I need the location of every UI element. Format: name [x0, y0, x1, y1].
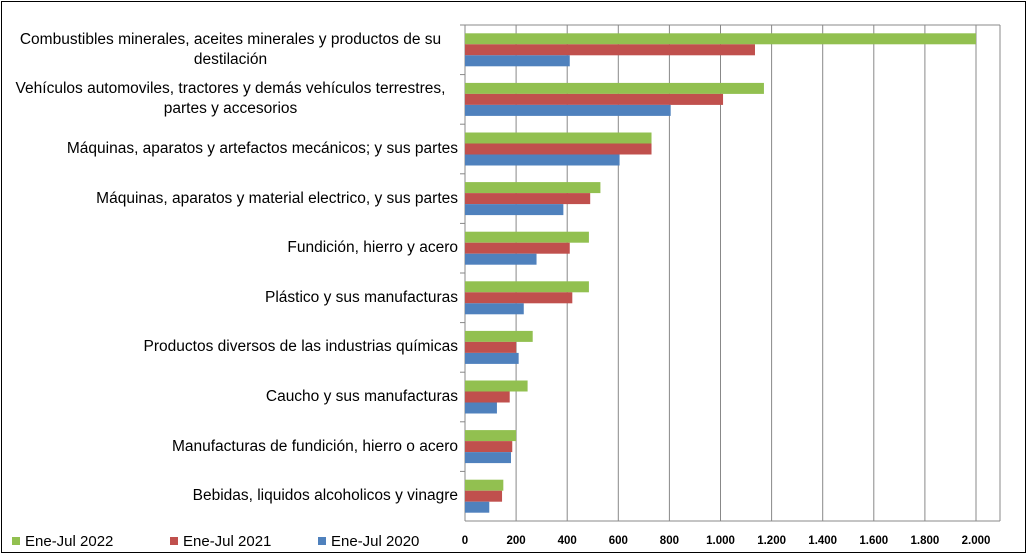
category-label: Caucho y sus manufacturas	[266, 372, 458, 422]
bar	[465, 501, 490, 513]
category-label: Bebidas, liquidos alcoholicos y vinagre	[193, 471, 458, 521]
x-tick-label: 1.400	[808, 535, 837, 547]
x-tick-label: 400	[558, 535, 577, 547]
bar	[465, 33, 976, 45]
bar	[465, 154, 620, 166]
bar	[465, 391, 510, 403]
bar	[465, 490, 503, 502]
category-label: Manufacturas de fundición, hierro o acer…	[172, 422, 458, 472]
bar	[465, 303, 524, 315]
bar	[465, 341, 517, 353]
bar	[465, 352, 519, 364]
category-text: Manufacturas de fundición, hierro o acer…	[171, 437, 458, 455]
category-label: Vehículos automoviles, tractores y demás…	[3, 74, 458, 124]
category-text: Bebidas, liquidos alcoholicos y vinagre	[192, 487, 458, 505]
legend-swatch	[318, 537, 326, 545]
bar	[465, 193, 591, 205]
x-tick-label: 0	[462, 535, 468, 547]
category-label: Fundición, hierro y acero	[287, 223, 458, 273]
bar	[465, 452, 511, 464]
category-label: Máquinas, aparatos y material electrico,…	[96, 174, 458, 224]
category-text: Fundición, hierro y acero	[287, 239, 458, 257]
category-text: Combustibles minerales, aceites minerale…	[19, 30, 442, 68]
bar	[465, 204, 564, 216]
category-label: Máquinas, aparatos y artefactos mecánico…	[67, 124, 458, 174]
bar	[465, 281, 589, 293]
bar	[465, 330, 533, 342]
category-label: Combustibles minerales, aceites minerale…	[3, 25, 458, 75]
legend-swatch	[170, 537, 178, 545]
bar	[465, 44, 755, 56]
category-text: Vehículos automoviles, tractores y demás…	[15, 80, 446, 118]
bar	[465, 380, 528, 392]
x-tick-label: 200	[507, 535, 526, 547]
bar	[465, 292, 573, 304]
bar	[465, 430, 517, 442]
x-tick-label: 600	[609, 535, 628, 547]
bar	[465, 55, 570, 67]
x-tick-label: 1.200	[757, 535, 786, 547]
category-text: Máquinas, aparatos y artefactos mecánico…	[66, 140, 458, 157]
bar	[465, 242, 570, 254]
category-text: Productos diversos de las industrias quí…	[143, 338, 458, 356]
category-text: Plástico y sus manufacturas	[265, 288, 458, 306]
x-tick-label: 800	[660, 535, 679, 547]
bar	[465, 82, 764, 94]
bar	[465, 231, 589, 243]
bar	[465, 253, 537, 265]
bar	[465, 132, 652, 144]
x-tick-label: 1.800	[911, 535, 940, 547]
category-text: Máquinas, aparatos y material electrico,…	[96, 189, 458, 207]
bar	[465, 143, 652, 155]
x-tick-label: 1.000	[706, 535, 735, 547]
bar	[465, 182, 601, 194]
bar	[465, 479, 504, 491]
category-label: Productos diversos de las industrias quí…	[144, 322, 458, 372]
category-text: Caucho y sus manufacturas	[265, 388, 458, 405]
bar	[465, 93, 724, 105]
category-label: Plástico y sus manufacturas	[265, 273, 458, 323]
legend-label: Ene-Jul 2022	[25, 533, 113, 550]
legend-swatch	[12, 537, 20, 545]
legend-label: Ene-Jul 2021	[183, 533, 271, 550]
bar	[465, 402, 497, 414]
bar	[465, 441, 513, 453]
x-tick-label: 1.600	[859, 535, 888, 547]
bar	[465, 104, 671, 116]
legend-label: Ene-Jul 2020	[331, 533, 419, 550]
x-tick-label: 2.000	[962, 535, 991, 547]
